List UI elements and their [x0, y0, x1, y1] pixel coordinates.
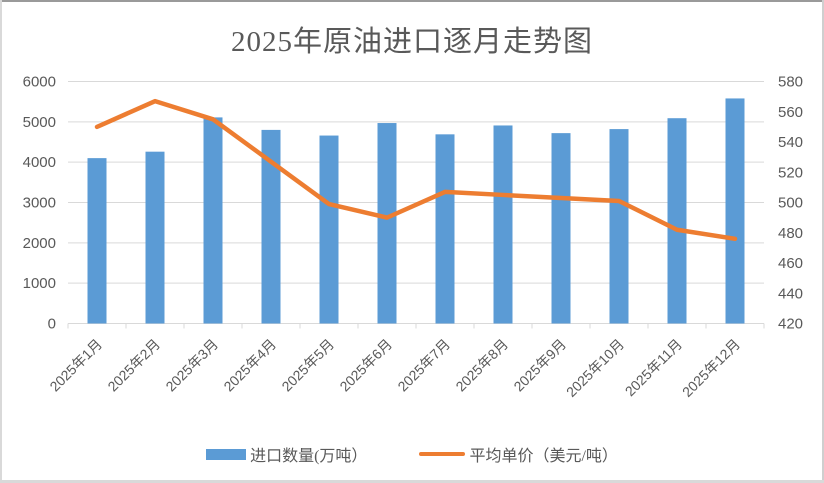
x-axis-category-label: 2025年11月 — [622, 336, 685, 399]
right-axis-tick-label: 540 — [778, 134, 803, 151]
left-axis-tick-label: 1000 — [23, 275, 56, 292]
bar-month-7[interactable] — [435, 134, 455, 324]
left-axis-tick-label: 6000 — [23, 74, 56, 91]
bar-month-4[interactable] — [261, 129, 281, 324]
frame-border-right — [822, 0, 824, 483]
right-axis-tick-label: 520 — [778, 164, 803, 181]
x-axis-category-label: 2025年2月 — [104, 336, 163, 395]
legend-item-average-price[interactable]: 平均单价（美元/吨） — [419, 442, 618, 466]
legend-bar-swatch-icon — [206, 448, 247, 460]
bar-month-2[interactable] — [145, 151, 165, 324]
left-axis-tick-label: 5000 — [23, 114, 56, 131]
x-axis-category-label: 2025年8月 — [452, 336, 511, 395]
right-axis-tick-label: 460 — [778, 255, 803, 272]
x-axis-category-label: 2025年4月 — [220, 336, 279, 395]
chart-title: 2025年原油进口逐月走势图 — [230, 26, 593, 58]
right-axis-tick-label: 560 — [778, 104, 803, 121]
frame-border-top — [0, 0, 824, 2]
x-axis-category-label: 2025年7月 — [394, 336, 453, 395]
x-axis-category-label: 2025年12月 — [679, 336, 743, 400]
bar-month-12[interactable] — [725, 98, 745, 324]
right-axis-tick-label: 420 — [778, 316, 803, 333]
left-axis-tick-label: 3000 — [23, 195, 56, 212]
left-axis-tick-label: 0 — [48, 316, 56, 333]
x-axis-category-label: 2025年10月 — [563, 336, 627, 400]
x-axis-category-label: 2025年1月 — [46, 336, 105, 395]
bar-month-10[interactable] — [609, 129, 629, 324]
bar-month-3[interactable] — [203, 117, 223, 324]
left-axis-tick-label: 4000 — [23, 154, 56, 171]
frame-border-bottom — [0, 480, 824, 483]
bar-month-1[interactable] — [87, 158, 107, 324]
right-axis-tick-label: 580 — [778, 74, 803, 91]
legend-item-import-quantity[interactable]: 进口数量(万吨） — [206, 442, 367, 466]
bar-month-6[interactable] — [377, 123, 397, 324]
right-axis-tick-label: 500 — [778, 195, 803, 212]
bar-month-5[interactable] — [319, 135, 339, 324]
bar-month-9[interactable] — [551, 133, 571, 324]
legend-label-import-quantity: 进口数量(万吨） — [250, 448, 368, 465]
left-axis-tick-label: 2000 — [23, 235, 56, 252]
price-line[interactable] — [94, 98, 738, 242]
x-axis-category-label: 2025年9月 — [510, 336, 569, 395]
right-axis-tick-label: 440 — [778, 285, 803, 302]
x-axis-category-label: 2025年3月 — [162, 336, 221, 395]
x-axis-category-label: 2025年5月 — [278, 336, 337, 395]
chart-legend: 进口数量(万吨） 平均单价（美元/吨） — [0, 441, 824, 467]
bar-month-11[interactable] — [667, 118, 687, 324]
bar-month-8[interactable] — [493, 125, 513, 324]
frame-border-left — [0, 0, 2, 483]
right-axis-tick-label: 480 — [778, 225, 803, 242]
legend-line-swatch-icon — [419, 452, 466, 456]
x-axis-category-label: 2025年6月 — [336, 336, 395, 395]
legend-label-average-price: 平均单价（美元/吨） — [469, 448, 618, 465]
